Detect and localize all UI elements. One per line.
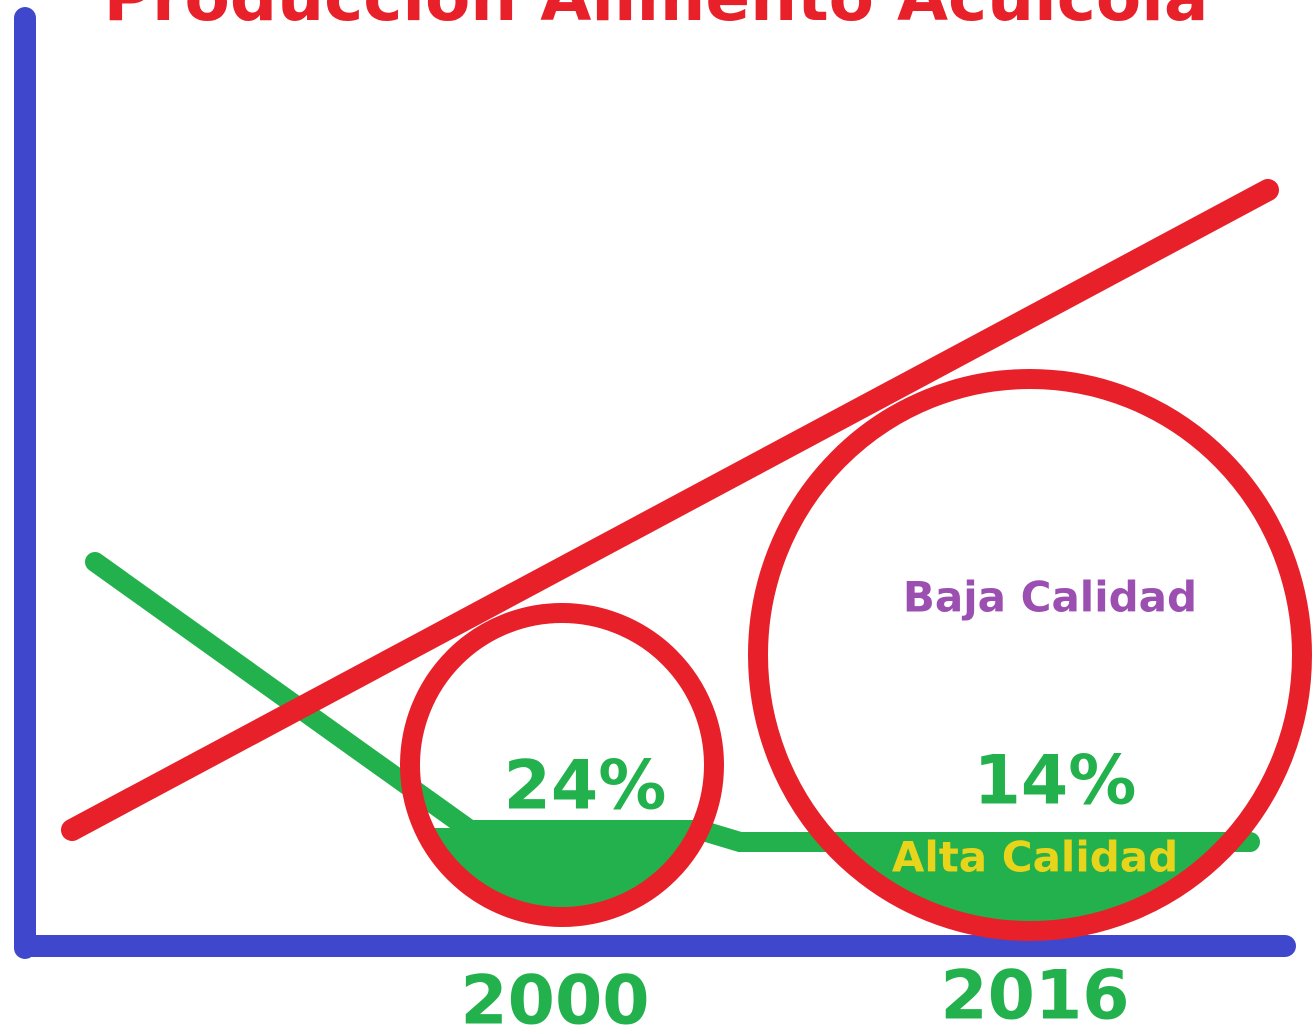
low-quality-label: Baja Calidad (903, 573, 1197, 622)
share-2016: 14% (974, 742, 1137, 821)
year-2016: 2016 (940, 957, 1129, 1034)
title: Producción Alimento Acuícola (104, 0, 1209, 36)
circle-2000 (400, 603, 724, 927)
year-2000: 2000 (460, 962, 649, 1034)
high-quality-label: Alta Calidad (892, 833, 1178, 882)
share-2000: 24% (504, 747, 667, 826)
circle-2016 (748, 369, 1312, 941)
red-line (61, 179, 1279, 841)
